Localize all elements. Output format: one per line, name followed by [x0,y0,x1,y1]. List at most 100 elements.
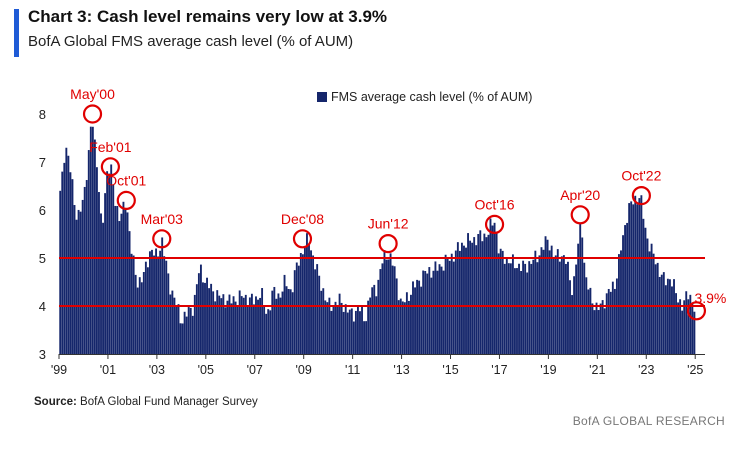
data-bar [322,288,325,354]
data-bar [509,263,512,354]
data-bar [632,204,635,354]
data-bar [155,248,158,354]
data-bar [248,297,251,354]
data-bar [73,205,76,354]
data-bar [108,173,111,354]
annotation-label: Oct'01 [106,172,146,188]
annotation-label: Feb'01 [89,139,132,155]
data-bar [624,225,627,354]
data-bar [495,231,498,354]
data-bar [363,321,365,354]
data-bar [636,204,639,354]
data-bar [281,291,284,354]
data-bar [334,301,337,354]
data-bar [395,278,398,354]
data-bar [132,255,135,354]
data-bar [434,261,437,354]
x-tick-label: '19 [540,363,556,377]
data-bar [348,309,351,354]
data-bar [124,209,127,354]
data-bar [564,263,567,354]
data-bar [91,126,94,354]
data-bar [493,222,496,354]
data-bar [524,263,527,354]
data-bar [613,288,616,354]
data-bar [503,263,506,354]
data-bar [350,308,353,354]
data-bar [140,282,143,354]
data-bar [185,316,188,354]
x-tick-label: '01 [100,363,116,377]
data-bar [589,287,592,354]
data-bar [295,262,298,354]
data-bar [585,277,588,354]
data-bar [104,193,107,354]
data-bar [359,311,361,354]
data-bar [83,186,86,354]
data-bar [116,205,119,354]
data-bar [666,278,669,354]
annotation-label: 3.9% [694,290,726,306]
data-bar [424,270,427,354]
annotations-group: May'00 Feb'01 Oct'01 Mar'03 Dec'08 Jun'12 Oct'… [70,86,726,321]
data-bar [255,296,257,354]
data-bar [514,268,516,354]
data-bar [391,265,394,354]
data-bar [193,294,196,354]
data-bar [171,290,174,354]
data-bar [654,264,657,354]
data-bar [379,269,382,354]
annotation-label: Dec'08 [281,211,324,227]
data-bar [618,254,620,354]
data-bar [189,307,192,354]
data-bar [59,190,62,354]
data-bar [497,253,500,354]
chart-subtitle: BofA Global FMS average cash level (% of… [28,33,354,50]
data-bar [540,247,543,354]
data-bar [216,290,219,354]
data-bar [114,205,117,354]
data-bar [452,261,455,354]
data-bar [520,270,523,354]
annotation-label: Apr'20 [560,187,600,203]
annotation-circle [686,301,707,321]
data-bar [481,241,484,354]
data-bar [660,274,663,354]
data-bar [471,242,474,354]
data-bar [267,309,270,354]
data-bar [71,179,74,354]
data-bar [544,236,547,354]
data-bar [330,310,333,354]
data-bar [208,288,211,354]
data-bar [214,301,217,354]
data-bar [67,155,70,354]
data-bar [289,289,292,354]
data-bar [199,264,202,354]
data-bar [603,308,606,354]
data-bar [89,126,92,354]
data-bar [489,218,492,354]
data-bar [177,304,180,354]
x-tick-label: '23 [638,363,654,377]
data-bar [463,245,465,354]
data-bar [206,277,208,354]
data-bar [144,261,147,354]
data-bar [283,274,286,354]
data-bar [159,250,162,354]
data-bar [648,251,651,354]
data-bar [465,247,467,354]
data-bar [681,310,684,354]
brand-label: BofA GLOBAL RESEARCH [572,414,725,428]
data-bar [630,201,633,354]
data-bar [405,292,408,354]
data-bar [450,253,453,354]
data-bar [467,233,469,354]
legend-label: FMS average cash level (% of AUM) [331,90,532,104]
data-bar [85,180,88,354]
data-bar [153,255,155,354]
data-bar [232,296,235,354]
data-bar [242,297,245,354]
title-accent-bar [14,9,19,57]
data-bar [599,303,602,354]
